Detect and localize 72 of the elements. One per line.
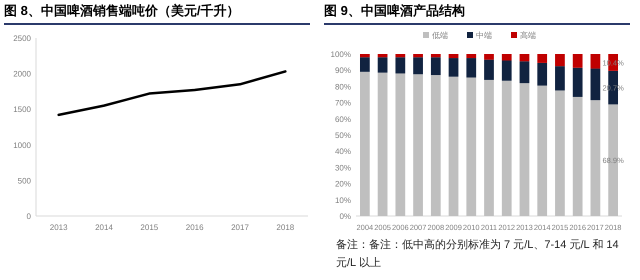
bar <box>378 54 388 58</box>
x-tick-label: 2014 <box>95 223 114 232</box>
bar <box>413 74 423 216</box>
x-tick-label: 2013 <box>50 223 68 232</box>
y-tick-label: 70% <box>334 98 351 108</box>
y-tick-label: 20% <box>334 180 351 189</box>
chart-title: 图 9、中国啤酒产品结构 <box>324 2 630 25</box>
bar <box>430 75 441 216</box>
bar <box>590 54 600 69</box>
x-tick-label: 2017 <box>231 223 250 232</box>
bar <box>502 54 512 60</box>
bar <box>502 60 512 81</box>
bar <box>448 58 458 77</box>
bar <box>360 57 370 72</box>
y-tick-label: 0 <box>26 212 32 221</box>
y-tick-label: 0% <box>339 212 351 221</box>
y-tick-label: 40% <box>334 147 351 156</box>
bar <box>572 68 583 97</box>
bar <box>395 73 406 216</box>
bar <box>360 72 370 216</box>
legend-label: 低端 <box>432 31 448 40</box>
y-tick-label: 2500 <box>13 34 32 43</box>
bar <box>520 83 530 216</box>
y-tick-label: 1500 <box>13 105 32 114</box>
bar <box>378 57 388 73</box>
legend-label: 高端 <box>520 31 536 40</box>
bar <box>520 61 530 84</box>
bar <box>413 54 423 58</box>
bar <box>448 54 458 58</box>
y-tick-label: 2000 <box>13 70 32 79</box>
y-tick-label: 90% <box>334 66 351 76</box>
text: 备注：备注：低中高的分别标准为 7 元/L、7-14 元/L 和 14 元/L 以上 <box>336 238 620 271</box>
y-tick-label: 100% <box>330 50 351 59</box>
bar <box>466 58 476 78</box>
bar <box>537 86 548 216</box>
x-tick-label: 2018 <box>276 223 295 232</box>
bar <box>484 60 494 80</box>
bar <box>537 54 548 63</box>
y-tick-label: 80% <box>334 82 351 92</box>
y-tick-label: 500 <box>18 176 32 186</box>
bar <box>360 54 370 58</box>
legend-label: 中端 <box>476 31 492 40</box>
bar <box>590 68 600 100</box>
bar <box>466 77 476 216</box>
bar <box>378 72 388 216</box>
bar <box>502 80 512 216</box>
bar <box>466 54 476 58</box>
x-tick-label: 2015 <box>140 223 159 232</box>
bar <box>537 62 548 86</box>
bar <box>395 57 406 74</box>
bar <box>555 90 565 216</box>
bar <box>413 57 423 74</box>
y-tick-label: 10% <box>334 196 351 205</box>
y-tick-label: 50% <box>334 131 351 140</box>
bar <box>555 66 565 90</box>
line-series <box>57 70 287 116</box>
bar <box>572 96 583 216</box>
bar <box>572 54 583 68</box>
bar <box>520 54 530 62</box>
bar <box>590 100 600 216</box>
bar <box>430 54 441 58</box>
bar <box>484 80 494 216</box>
y-tick-label: 1000 <box>13 140 32 150</box>
bar <box>555 54 565 66</box>
chart-title: 图 8、中国啤酒销售端吨价（美元/千升） <box>4 2 310 25</box>
x-tick-label: 2016 <box>186 223 204 232</box>
bar <box>430 57 441 76</box>
bar <box>484 54 494 60</box>
y-tick-label: 30% <box>334 163 351 172</box>
bar <box>395 54 406 58</box>
y-tick-label: 60% <box>334 114 351 124</box>
bar <box>448 76 458 216</box>
